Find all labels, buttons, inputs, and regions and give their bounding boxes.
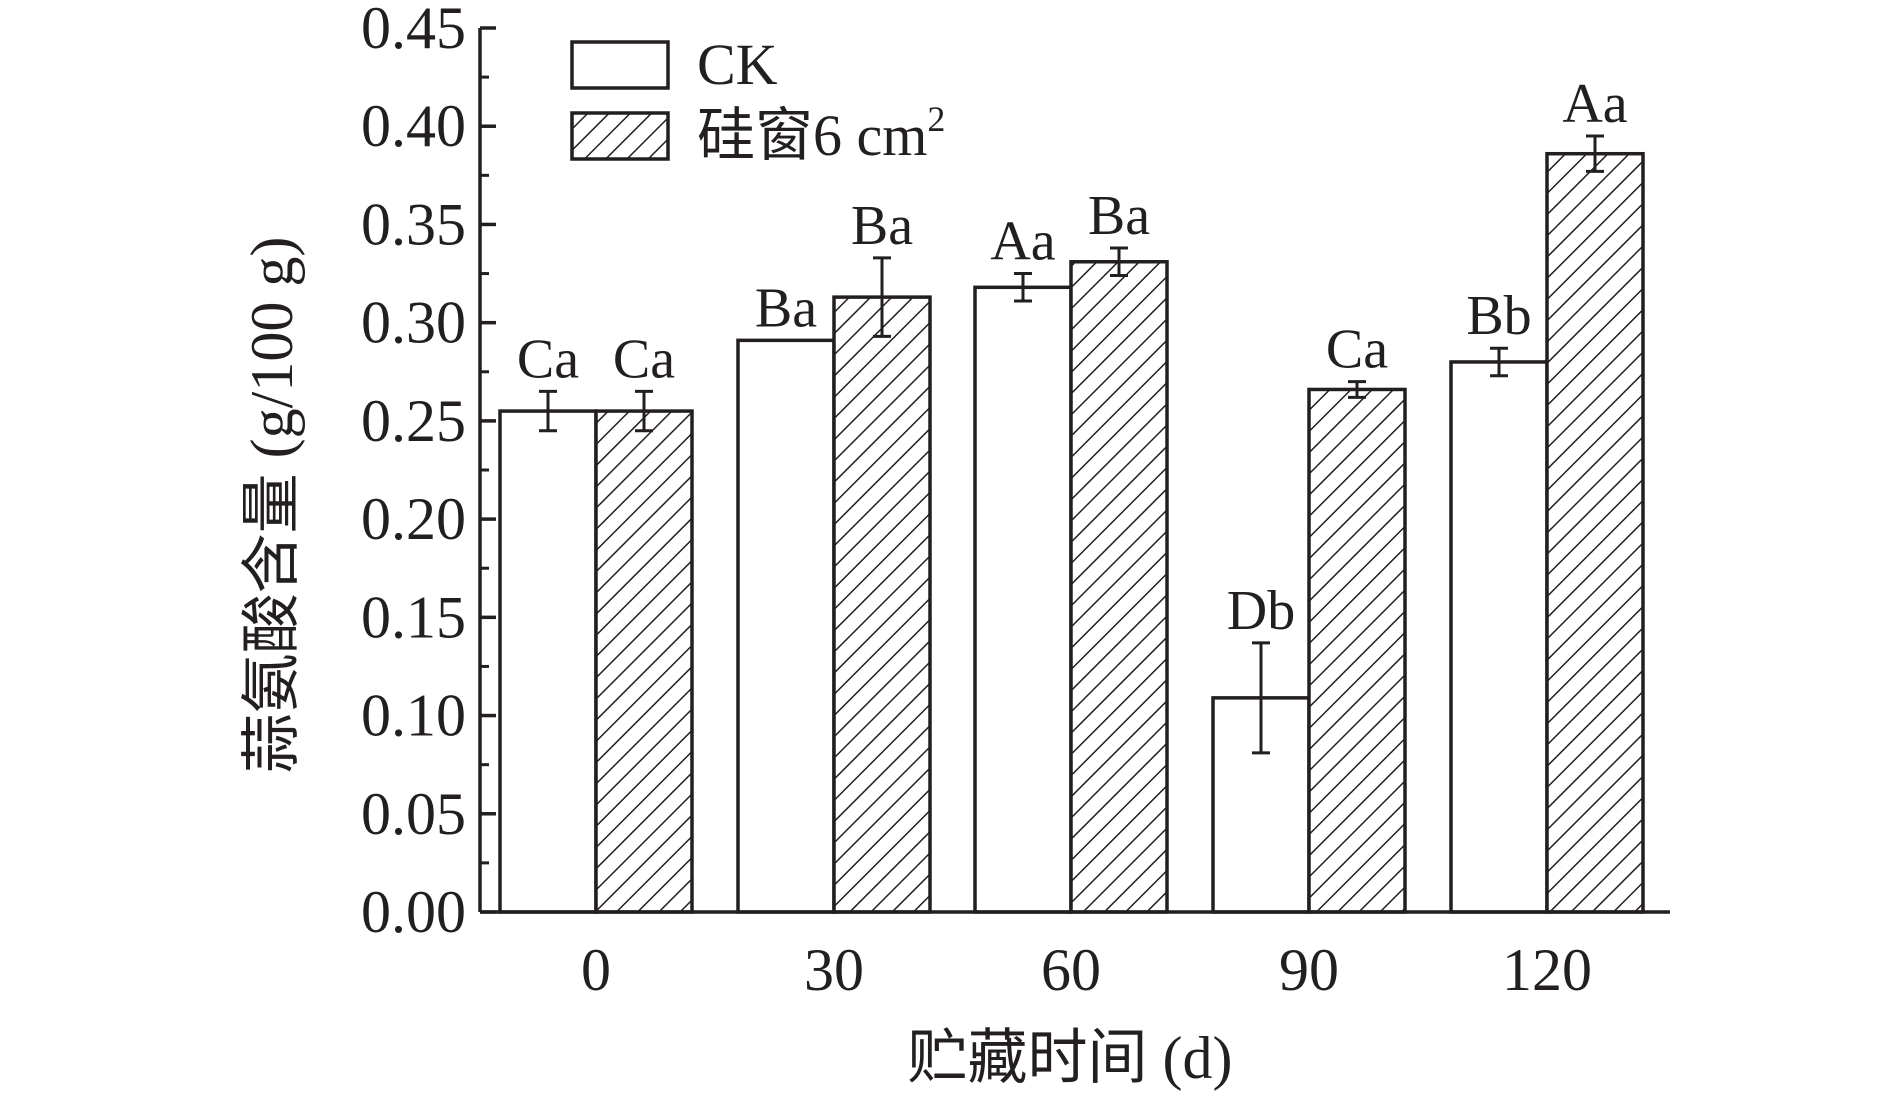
bar-label-ck-60: Aa — [990, 211, 1055, 273]
x-tick-label-30: 30 — [804, 937, 864, 1003]
bar-ck-0 — [498, 409, 598, 914]
x-tick-label-90: 90 — [1279, 937, 1339, 1003]
bar-silicon-30 — [832, 295, 932, 914]
y-tick-label-0.20: 0.20 — [361, 486, 466, 552]
legend-swatch-ck — [570, 40, 670, 90]
y-axis-title: 蒜氨酸含量 (g/100 g) — [239, 237, 305, 774]
y-tick-label-0.35: 0.35 — [361, 191, 466, 257]
x-tick-label-60: 60 — [1041, 937, 1101, 1003]
error-bar-ck-120 — [1490, 346, 1508, 378]
y-tick-label-0.05: 0.05 — [361, 781, 466, 847]
error-bar-ck-90 — [1252, 641, 1270, 755]
bars-layer: Ca Ca Ba Ba Aa Ba Db Ca Bb Aa — [498, 73, 1645, 914]
x-tick-label-0: 0 — [581, 937, 611, 1003]
bar-label-silicon-90: Ca — [1326, 319, 1388, 381]
bar-ck-30 — [736, 338, 836, 914]
y-tick-label-0.00: 0.00 — [361, 879, 466, 945]
y-tick-label-0.25: 0.25 — [361, 388, 466, 454]
bar-label-ck-90: Db — [1227, 580, 1295, 642]
bar-label-silicon-0: Ca — [613, 328, 675, 390]
bar-silicon-0 — [594, 409, 694, 914]
bar-label-silicon-60: Ba — [1088, 185, 1150, 247]
bar-label-ck-0: Ca — [517, 328, 579, 390]
bar-ck-60 — [973, 285, 1073, 914]
legend-item-ck: CK — [570, 32, 778, 97]
error-bar-ck-0 — [539, 389, 557, 433]
y-tick-label-0.30: 0.30 — [361, 290, 466, 356]
bar-label-silicon-30: Ba — [851, 195, 913, 257]
bar-label-ck-30: Ba — [755, 277, 817, 339]
axes-layer: 0.00 0.05 0.10 0.15 0.20 0.25 0.30 0.35 0.40 0.45… — [361, 0, 1670, 1003]
legend-swatch-silicon — [570, 111, 670, 161]
error-bar-silicon-90 — [1348, 380, 1366, 399]
bar-silicon-60 — [1069, 260, 1169, 914]
legend-label-ck: CK — [697, 32, 778, 97]
y-tick-label-0.15: 0.15 — [361, 584, 466, 650]
legend-item-silicon: 硅窗6 cm2 — [570, 99, 945, 168]
error-bar-silicon-60 — [1110, 246, 1128, 278]
error-bar-silicon-120 — [1586, 134, 1604, 173]
x-tick-label-120: 120 — [1502, 937, 1592, 1003]
error-bar-silicon-0 — [635, 389, 653, 433]
x-axis-title: 贮藏时间 (d) — [908, 1025, 1233, 1091]
bar-silicon-90 — [1307, 387, 1407, 914]
bar-label-ck-120: Bb — [1466, 285, 1531, 347]
error-bar-silicon-30 — [873, 256, 891, 338]
error-bar-ck-60 — [1014, 272, 1032, 303]
bar-silicon-120 — [1545, 151, 1645, 914]
bar-label-silicon-120: Aa — [1562, 73, 1627, 135]
bar-ck-120 — [1449, 360, 1549, 914]
y-tick-label-0.45: 0.45 — [361, 0, 466, 61]
y-tick-label-0.40: 0.40 — [361, 93, 466, 159]
legend-label-silicon: 硅窗6 cm2 — [697, 99, 945, 168]
y-tick-label-0.10: 0.10 — [361, 683, 466, 749]
